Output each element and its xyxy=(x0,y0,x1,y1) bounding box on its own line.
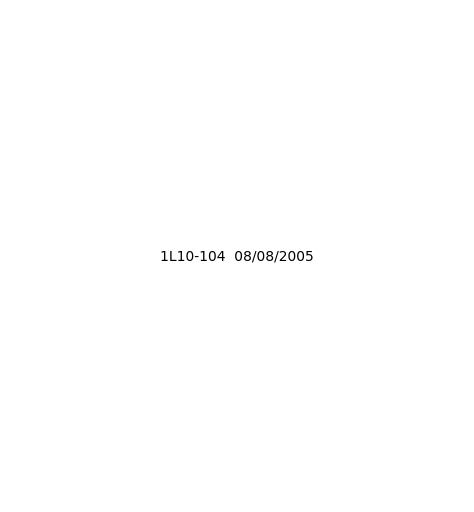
Text: 1L10-104  08/08/2005: 1L10-104 08/08/2005 xyxy=(160,249,314,263)
